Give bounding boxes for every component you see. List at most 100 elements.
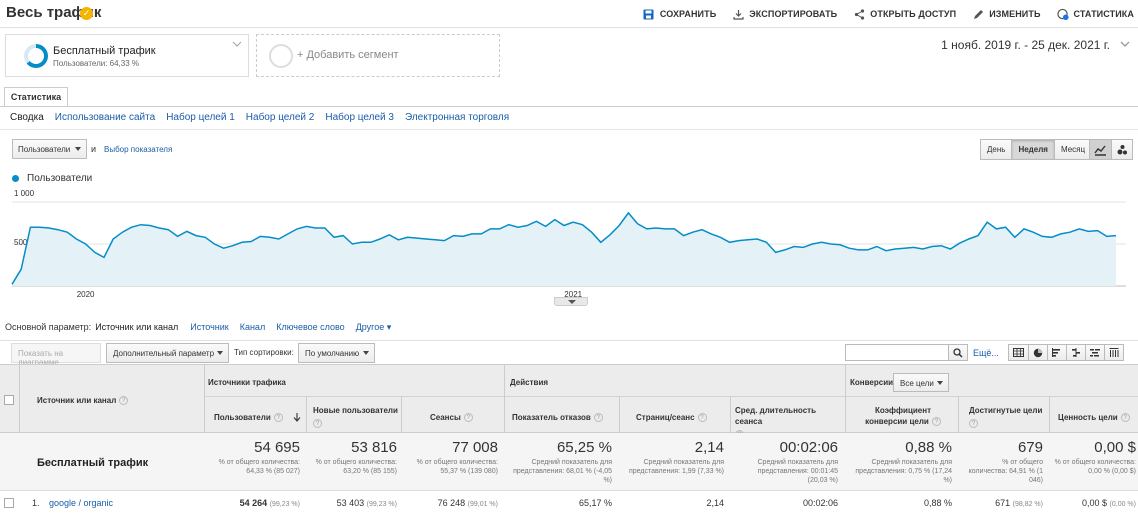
help-icon[interactable]: ? <box>1120 413 1130 423</box>
dimension-source-medium: Источник или канал <box>95 322 179 332</box>
total-cell: 53 816 % от общего количества: 63,20 % (8… <box>313 439 397 476</box>
help-icon[interactable]: ? <box>969 419 978 428</box>
date-range-picker[interactable]: 1 нояб. 2019 г. - 25 дек. 2021 г. <box>941 38 1110 52</box>
row-value: 54 264 <box>239 498 268 508</box>
primary-dimension-bar: Основной параметр: Источник или канал Ис… <box>5 322 402 333</box>
view-pivot-button[interactable] <box>1104 345 1123 360</box>
secondary-dimension-select[interactable]: Дополнительный параметр <box>106 343 229 363</box>
bubble-chart-icon <box>1117 144 1127 154</box>
total-note: % от общего количества: 64,33 % (85 027) <box>218 459 300 475</box>
dimension-source[interactable]: Источник <box>190 322 229 332</box>
period-week-button[interactable]: Неделя <box>1012 140 1055 159</box>
col-sessions[interactable]: Сеансы? <box>430 412 473 423</box>
help-icon[interactable]: ? <box>273 413 283 423</box>
help-icon[interactable]: ? <box>593 413 603 423</box>
select-all-checkbox[interactable] <box>4 395 14 405</box>
dimension-keyword[interactable]: Ключевое слово <box>276 322 345 332</box>
caret-down-icon <box>75 147 81 151</box>
goal-select[interactable]: Все цели <box>893 373 949 392</box>
period-month-button[interactable]: Месяц <box>1054 140 1092 159</box>
collapse-chart-button[interactable] <box>554 297 588 306</box>
totals-label: Бесплатный трафик <box>37 457 149 469</box>
col-goal-value[interactable]: Ценность цели? <box>1058 412 1130 423</box>
view-table-button[interactable] <box>1009 345 1028 360</box>
segment-card-organic[interactable]: Бесплатный трафик Пользователи: 64,33 % <box>5 34 249 77</box>
help-icon[interactable]: ? <box>931 417 941 427</box>
row-value: 0,88 % <box>923 498 952 508</box>
dimension-medium[interactable]: Канал <box>239 322 266 332</box>
users-chart-svg: 1 000 500 2020 2021 <box>11 189 1126 299</box>
col-bounce-rate[interactable]: Показатель отказов? <box>512 412 603 423</box>
subtab-goal-set-2[interactable]: Набор целей 2 <box>245 112 315 123</box>
sort-desc-icon[interactable] <box>293 413 301 423</box>
dimension-other[interactable]: Другое ▾ <box>355 322 392 332</box>
total-cell: 2,14 Средний показатель для представления… <box>626 439 724 476</box>
help-icon[interactable]: ? <box>463 413 473 423</box>
row-pct: (98,82 %) <box>1012 501 1043 508</box>
tabs-divider <box>0 106 1138 107</box>
total-note: Средний показатель для представления: 0,… <box>855 459 952 484</box>
metric-select-value: Пользователи <box>18 145 71 154</box>
users-series-line <box>11 211 1117 285</box>
view-comparison-button[interactable] <box>1066 345 1085 360</box>
y-tick-label: 500 <box>14 238 28 247</box>
page-title: Весь трафик <box>6 4 102 21</box>
choose-metric-link[interactable]: Выбор показателя <box>104 145 173 154</box>
period-day-button[interactable]: День <box>981 140 1013 159</box>
line-chart-button[interactable] <box>1090 140 1111 159</box>
col-pages-per-session[interactable]: Страниц/сеанс? <box>636 412 707 423</box>
add-segment-button[interactable]: + Добавить сегмент <box>256 34 500 77</box>
grid-icon <box>1013 348 1024 357</box>
subtab-goal-set-1[interactable]: Набор целей 1 <box>166 112 235 123</box>
advanced-filter-link[interactable]: Ещё... <box>973 348 999 358</box>
view-performance-button[interactable] <box>1047 345 1066 360</box>
row-checkbox[interactable] <box>4 498 14 508</box>
y-tick-label: 1 000 <box>14 189 35 198</box>
insights-button[interactable]: СТАТИСТИКА <box>1056 8 1134 20</box>
row-number: 1. <box>32 498 40 508</box>
col-goal-completions[interactable]: Достигнутые цели? <box>969 405 1047 428</box>
edit-button[interactable]: ИЗМЕНИТЬ <box>972 8 1040 20</box>
tab-statistics[interactable]: Статистика <box>4 87 68 107</box>
subtab-goal-set-3[interactable]: Набор целей 3 <box>325 112 394 123</box>
x-tick-label: 2020 <box>77 290 95 299</box>
subtab-site-usage[interactable]: Использование сайта <box>54 112 156 123</box>
help-icon[interactable]: ? <box>313 419 322 428</box>
table-search-input[interactable] <box>845 344 949 361</box>
row-source-link[interactable]: google / organic <box>49 498 114 508</box>
metric-select[interactable]: Пользователи <box>12 139 87 159</box>
save-button[interactable]: СОХРАНИТЬ <box>643 8 716 20</box>
group-behavior: Действия <box>510 378 549 387</box>
period-toggle: День Неделя Месяц <box>980 139 1093 160</box>
sort-type-select[interactable]: По умолчанию <box>298 343 375 363</box>
share-button[interactable]: ОТКРЫТЬ ДОСТУП <box>853 8 956 20</box>
col-goal-completions-label: Достигнутые цели <box>969 406 1043 415</box>
row-cell: 65,17 % <box>512 498 612 508</box>
plot-rows-button[interactable]: Показать на диаграмме <box>11 343 101 367</box>
table-toolbar: Показать на диаграмме Дополнительный пар… <box>0 340 1138 367</box>
motion-chart-button[interactable] <box>1111 140 1132 159</box>
chevron-down-icon[interactable] <box>232 41 242 47</box>
subtab-summary[interactable]: Сводка <box>10 112 44 123</box>
legend-label: Пользователи <box>27 173 93 184</box>
insights-icon <box>1056 8 1069 20</box>
dimension-header[interactable]: Источник или канал? <box>37 395 129 406</box>
help-icon[interactable]: ? <box>119 396 129 406</box>
total-cell: 0,88 % Средний показатель для представлен… <box>852 439 952 485</box>
view-term-cloud-button[interactable] <box>1085 345 1104 360</box>
subtab-ecommerce[interactable]: Электронная торговля <box>404 112 510 123</box>
col-users[interactable]: Пользователи? <box>214 412 301 423</box>
help-icon[interactable]: ? <box>697 413 707 423</box>
col-goal-conversion-rate[interactable]: Коэффициент конверсии цели? <box>853 405 953 427</box>
row-value: 671 <box>995 498 1011 508</box>
row-cell: 2,14 <box>626 498 724 508</box>
chevron-down-icon[interactable] <box>1120 40 1130 48</box>
total-note: Средний показатель для представления: 00… <box>757 459 839 484</box>
search-button[interactable] <box>948 344 968 361</box>
view-pie-button[interactable] <box>1028 345 1047 360</box>
row-cell: 76 248 (99,01 %) <box>405 498 498 508</box>
export-button[interactable]: ЭКСПОРТИРОВАТЬ <box>732 8 837 20</box>
row-value: 65,17 % <box>578 498 612 508</box>
col-new-users[interactable]: Новые пользователи? <box>313 405 401 428</box>
bar-chart-icon <box>1052 348 1060 357</box>
